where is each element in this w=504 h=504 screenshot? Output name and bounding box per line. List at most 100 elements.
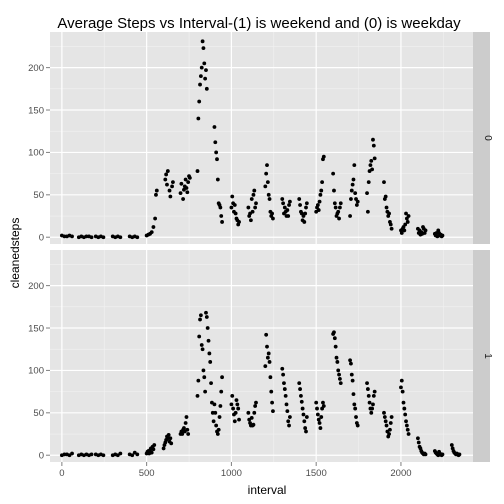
y-tick-label: 100 [28, 148, 44, 159]
data-point [184, 186, 189, 190]
y-tick-label: 50 [33, 408, 44, 419]
data-point [372, 156, 377, 161]
data-point [214, 423, 219, 428]
data-point [149, 230, 154, 235]
data-point [149, 450, 154, 455]
data-point [402, 228, 407, 233]
data-point [369, 410, 374, 415]
data-point [265, 180, 270, 185]
data-point [235, 402, 240, 407]
data-point [403, 222, 408, 227]
data-point [205, 326, 210, 330]
data-point [267, 197, 272, 201]
data-point [354, 203, 359, 207]
data-point [388, 427, 392, 432]
data-point [298, 387, 302, 391]
data-point [416, 440, 421, 445]
data-point [401, 400, 406, 405]
chart-title: Average Steps vs Interval-(1) is weekend… [57, 15, 461, 32]
data-point [250, 209, 255, 214]
data-point [404, 419, 408, 424]
data-point [349, 188, 354, 193]
data-point [229, 402, 234, 407]
data-point [230, 194, 235, 199]
data-point [249, 416, 254, 420]
data-point [265, 344, 269, 349]
data-point [382, 180, 386, 185]
data-point [264, 171, 269, 176]
data-point [338, 381, 343, 386]
x-tick-label: 500 [139, 468, 155, 479]
data-point [372, 389, 377, 394]
data-point [349, 361, 353, 366]
data-point [182, 426, 186, 430]
data-point [202, 61, 207, 66]
data-point [282, 381, 286, 386]
data-point [389, 415, 394, 419]
data-point [270, 400, 274, 405]
x-axis: 0 500 1000 1500 2000 [59, 462, 412, 479]
data-point [199, 65, 204, 70]
data-point [399, 378, 404, 383]
data-point [288, 199, 292, 204]
data-point [218, 404, 223, 408]
data-point [440, 233, 445, 238]
data-point [304, 205, 308, 210]
data-point [253, 205, 258, 210]
data-point [383, 419, 388, 424]
data-point [318, 426, 323, 430]
data-point [204, 310, 208, 315]
facet-strip [473, 32, 490, 244]
data-point [89, 235, 94, 240]
data-point [406, 214, 411, 218]
data-point [297, 197, 302, 201]
data-point [151, 447, 156, 452]
data-point [219, 389, 224, 394]
data-point [352, 402, 357, 407]
data-point [213, 410, 218, 415]
data-point [282, 387, 287, 391]
data-point [211, 419, 216, 424]
data-point [153, 216, 158, 221]
data-point [171, 180, 175, 185]
data-point [316, 208, 321, 212]
facet-panel-1: 1 [50, 250, 493, 462]
data-point [365, 381, 369, 386]
x-tick-label: 2000 [390, 468, 411, 479]
x-axis-title: interval [248, 483, 287, 497]
data-point [302, 419, 307, 424]
data-point [215, 432, 220, 436]
data-point [251, 192, 256, 197]
chart-panels: 01 [50, 32, 493, 462]
y-tick-label: 0 [39, 233, 44, 244]
data-point [281, 372, 286, 377]
data-point [70, 451, 74, 456]
facet-strip-label: 0 [482, 135, 493, 141]
data-point [196, 116, 201, 121]
y-tick-label: 200 [28, 281, 44, 292]
data-point [251, 422, 256, 427]
data-point [349, 372, 354, 377]
data-point [283, 393, 288, 398]
y-tick-label: 0 [39, 451, 44, 462]
data-point [263, 364, 268, 369]
data-point [118, 451, 123, 456]
data-point [365, 387, 370, 391]
data-point [338, 201, 343, 206]
data-point [348, 214, 352, 218]
data-point [199, 343, 204, 347]
data-point [186, 432, 191, 436]
data-point [349, 197, 353, 201]
data-point [151, 225, 156, 229]
data-point [166, 432, 171, 437]
y-tick-label: 200 [28, 63, 44, 74]
data-point [404, 211, 408, 216]
data-point [352, 163, 357, 168]
data-point [285, 409, 290, 414]
data-point [168, 436, 173, 441]
y-axis-title: cleanedsteps [8, 218, 22, 289]
facet-strip [473, 250, 490, 462]
data-point [337, 216, 341, 221]
data-point [371, 137, 375, 142]
